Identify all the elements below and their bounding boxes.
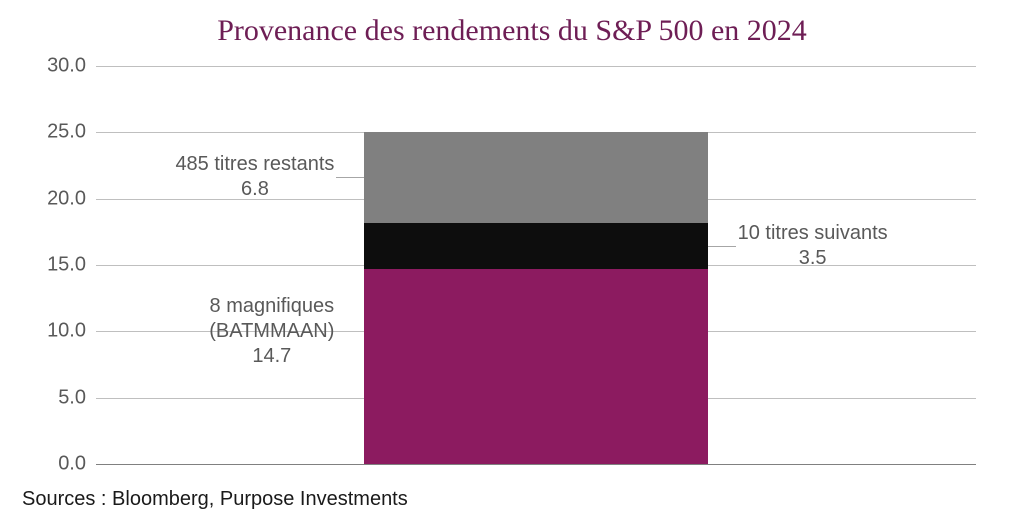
ytick-label: 30.0 <box>47 55 86 78</box>
ytick-label: 5.0 <box>58 386 86 409</box>
callout-line: 485 titres restants <box>175 152 334 177</box>
ytick-label: 20.0 <box>47 187 86 210</box>
axis-baseline <box>96 464 976 465</box>
leader-line <box>708 246 736 247</box>
ytick-label: 0.0 <box>58 453 86 476</box>
leader-line <box>336 177 364 178</box>
ytick-label: 25.0 <box>47 121 86 144</box>
source-text: Sources : Bloomberg, Purpose Investments <box>22 488 408 511</box>
callout-line: 6.8 <box>175 177 334 202</box>
callout-line: 14.7 <box>209 344 334 369</box>
callout-line: (BATMMAAN) <box>209 319 334 344</box>
callout-label: 485 titres restants6.8 <box>175 152 334 202</box>
chart-plot-area: 0.05.010.015.020.025.030.0485 titres res… <box>96 66 976 464</box>
callout-label: 10 titres suivants3.5 <box>738 221 888 271</box>
callout-line: 3.5 <box>738 246 888 271</box>
chart-title: Provenance des rendements du S&P 500 en … <box>0 14 1024 48</box>
callout-line: 10 titres suivants <box>738 221 888 246</box>
gridline <box>96 66 976 67</box>
bar-segment <box>364 223 707 269</box>
ytick-label: 15.0 <box>47 254 86 277</box>
ytick-label: 10.0 <box>47 320 86 343</box>
callout-label: 8 magnifiques(BATMMAAN)14.7 <box>209 294 334 369</box>
callout-line: 8 magnifiques <box>209 294 334 319</box>
bar-segment <box>364 132 707 222</box>
bar-segment <box>364 269 707 464</box>
